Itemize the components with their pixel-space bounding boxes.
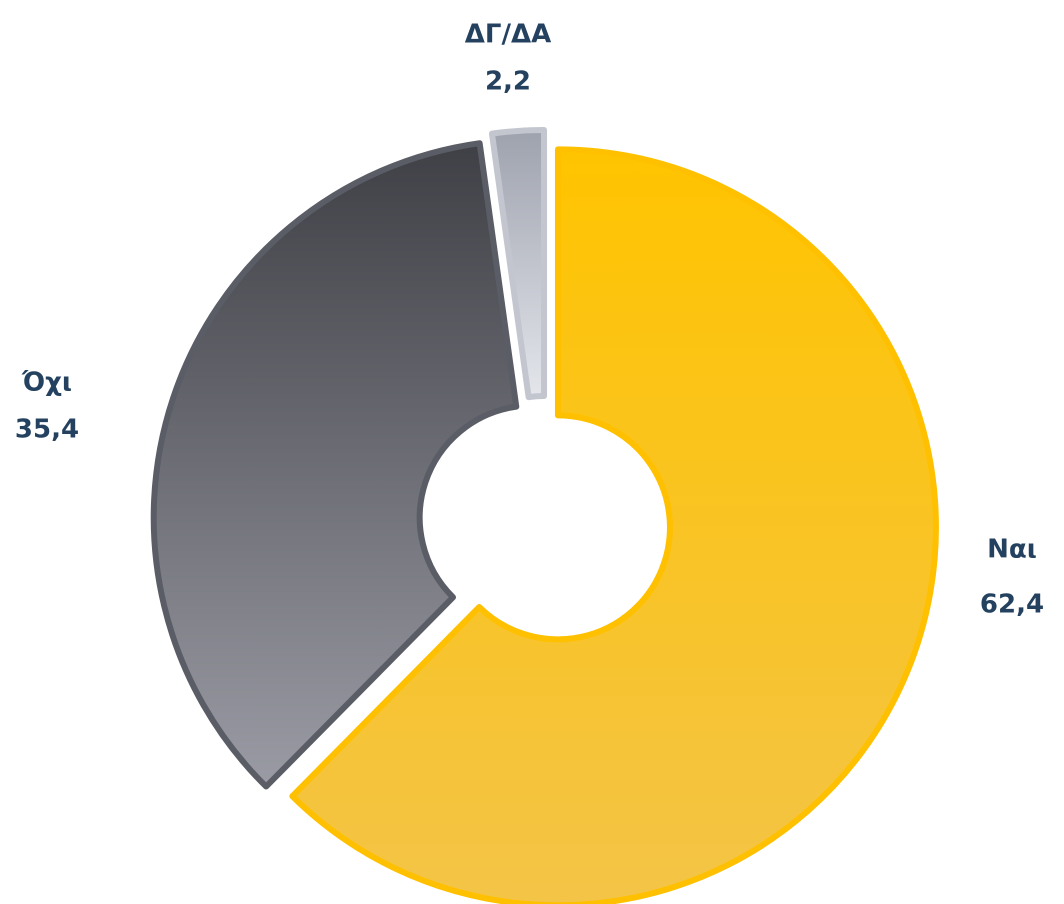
donut-slice (289, 146, 939, 904)
slice-value-label: 2,2 (485, 67, 531, 97)
slice-label: Ναι (987, 535, 1037, 565)
slice-label: Όχι (21, 368, 72, 398)
slice-label: ΔΓ/ΔΑ (465, 20, 551, 50)
donut-slice (150, 140, 520, 790)
slice-value-label: 35,4 (15, 415, 79, 445)
slice-value-label: 62,4 (980, 590, 1044, 620)
donut-slice (488, 127, 548, 401)
